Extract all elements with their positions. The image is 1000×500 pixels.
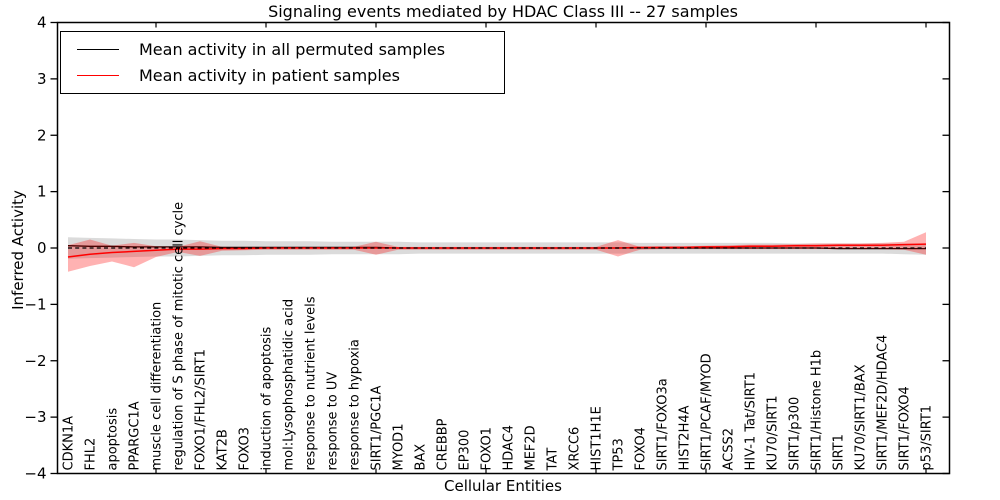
x-tick-label: SIRT1/PCAF/MYOD — [700, 353, 715, 470]
x-tick-label: mol:Lysophosphatidic acid — [282, 299, 297, 471]
x-tick-label: BAX — [414, 444, 429, 471]
x-tick-label: FOXO1/FHL2/SIRT1 — [194, 349, 209, 470]
x-tick-label: FOXO1 — [480, 427, 495, 470]
x-tick-label: CDKN1A — [62, 416, 77, 471]
x-tick-label: XRCC6 — [568, 427, 583, 471]
x-tick-label: induction of apoptosis — [260, 326, 275, 470]
legend-label-permuted: Mean activity in all permuted samples — [139, 39, 446, 59]
y-tick-label: 1 — [37, 183, 47, 201]
x-tick-label: SIRT1 — [832, 434, 847, 470]
y-tick-label: 4 — [37, 14, 47, 32]
x-tick-label: response to nutrient levels — [304, 296, 319, 470]
x-tick-label: muscle cell differentiation — [150, 302, 165, 471]
y-tick-label: 2 — [37, 126, 47, 144]
legend-label-patient: Mean activity in patient samples — [139, 66, 400, 86]
y-tick-label: 3 — [37, 70, 47, 88]
x-axis-title: Cellular Entities — [444, 477, 562, 495]
x-tick-label: KU70/SIRT1 — [766, 396, 781, 471]
x-tick-label: PPARGC1A — [128, 401, 143, 470]
x-tick-label: response to hypoxia — [348, 339, 363, 470]
x-tick-label: HIV-1 Tat/SIRT1 — [744, 372, 759, 470]
x-tick-label: apoptosis — [106, 408, 121, 471]
x-tick-label: ACSS2 — [722, 428, 737, 471]
black-line-swatch-icon — [77, 48, 119, 50]
x-tick-label: EP300 — [458, 430, 473, 471]
y-tick-label: 0 — [37, 239, 47, 257]
x-tick-label: HIST1H1E — [590, 406, 605, 470]
x-tick-label: MEF2D — [524, 425, 539, 470]
y-axis-title: Inferred Activity — [9, 190, 27, 310]
x-tick-label: KU70/SIRT1/BAX — [854, 364, 869, 470]
y-tick-label: −1 — [24, 295, 46, 313]
x-tick-label: HIST2H4A — [678, 405, 693, 470]
legend-item-patient: Mean activity in patient samples — [77, 66, 504, 85]
x-tick-label: SIRT1/PGC1A — [370, 385, 385, 470]
x-tick-label: CREBBP — [436, 418, 451, 470]
x-tick-label: SIRT1/p300 — [788, 397, 803, 471]
x-tick-label: FHL2 — [84, 438, 99, 471]
chart-title: Signaling events mediated by HDAC Class … — [268, 2, 738, 21]
x-tick-label: TP53 — [612, 438, 627, 471]
x-tick-label: FOXO4 — [634, 427, 649, 470]
y-tick-label: −3 — [24, 408, 46, 426]
legend-item-permuted: Mean activity in all permuted samples — [77, 40, 504, 59]
x-tick-label: MYOD1 — [392, 424, 407, 471]
x-tick-label: TAT — [546, 448, 561, 472]
x-tick-label: SIRT1/MEF2D/HDAC4 — [876, 335, 891, 471]
x-tick-label: HDAC4 — [502, 425, 517, 471]
legend: Mean activity in all permuted samples Me… — [60, 31, 505, 94]
x-tick-label: SIRT1/FOXO4 — [898, 386, 913, 470]
x-tick-label: p53/SIRT1 — [920, 405, 935, 471]
x-tick-label: response to UV — [326, 372, 341, 471]
x-tick-label: regulation of S phase of mitotic cell cy… — [172, 202, 187, 471]
line-patient — [67, 243, 927, 258]
x-tick-label: FOXO3 — [238, 427, 253, 470]
x-tick-label: SIRT1/Histone H1b — [810, 350, 825, 471]
x-tick-label: SIRT1/FOXO3a — [656, 378, 671, 470]
y-tick-label: −2 — [24, 352, 46, 370]
x-tick-label: KAT2B — [216, 429, 231, 470]
y-tick-label: −4 — [24, 465, 46, 483]
red-line-swatch-icon — [77, 75, 119, 77]
